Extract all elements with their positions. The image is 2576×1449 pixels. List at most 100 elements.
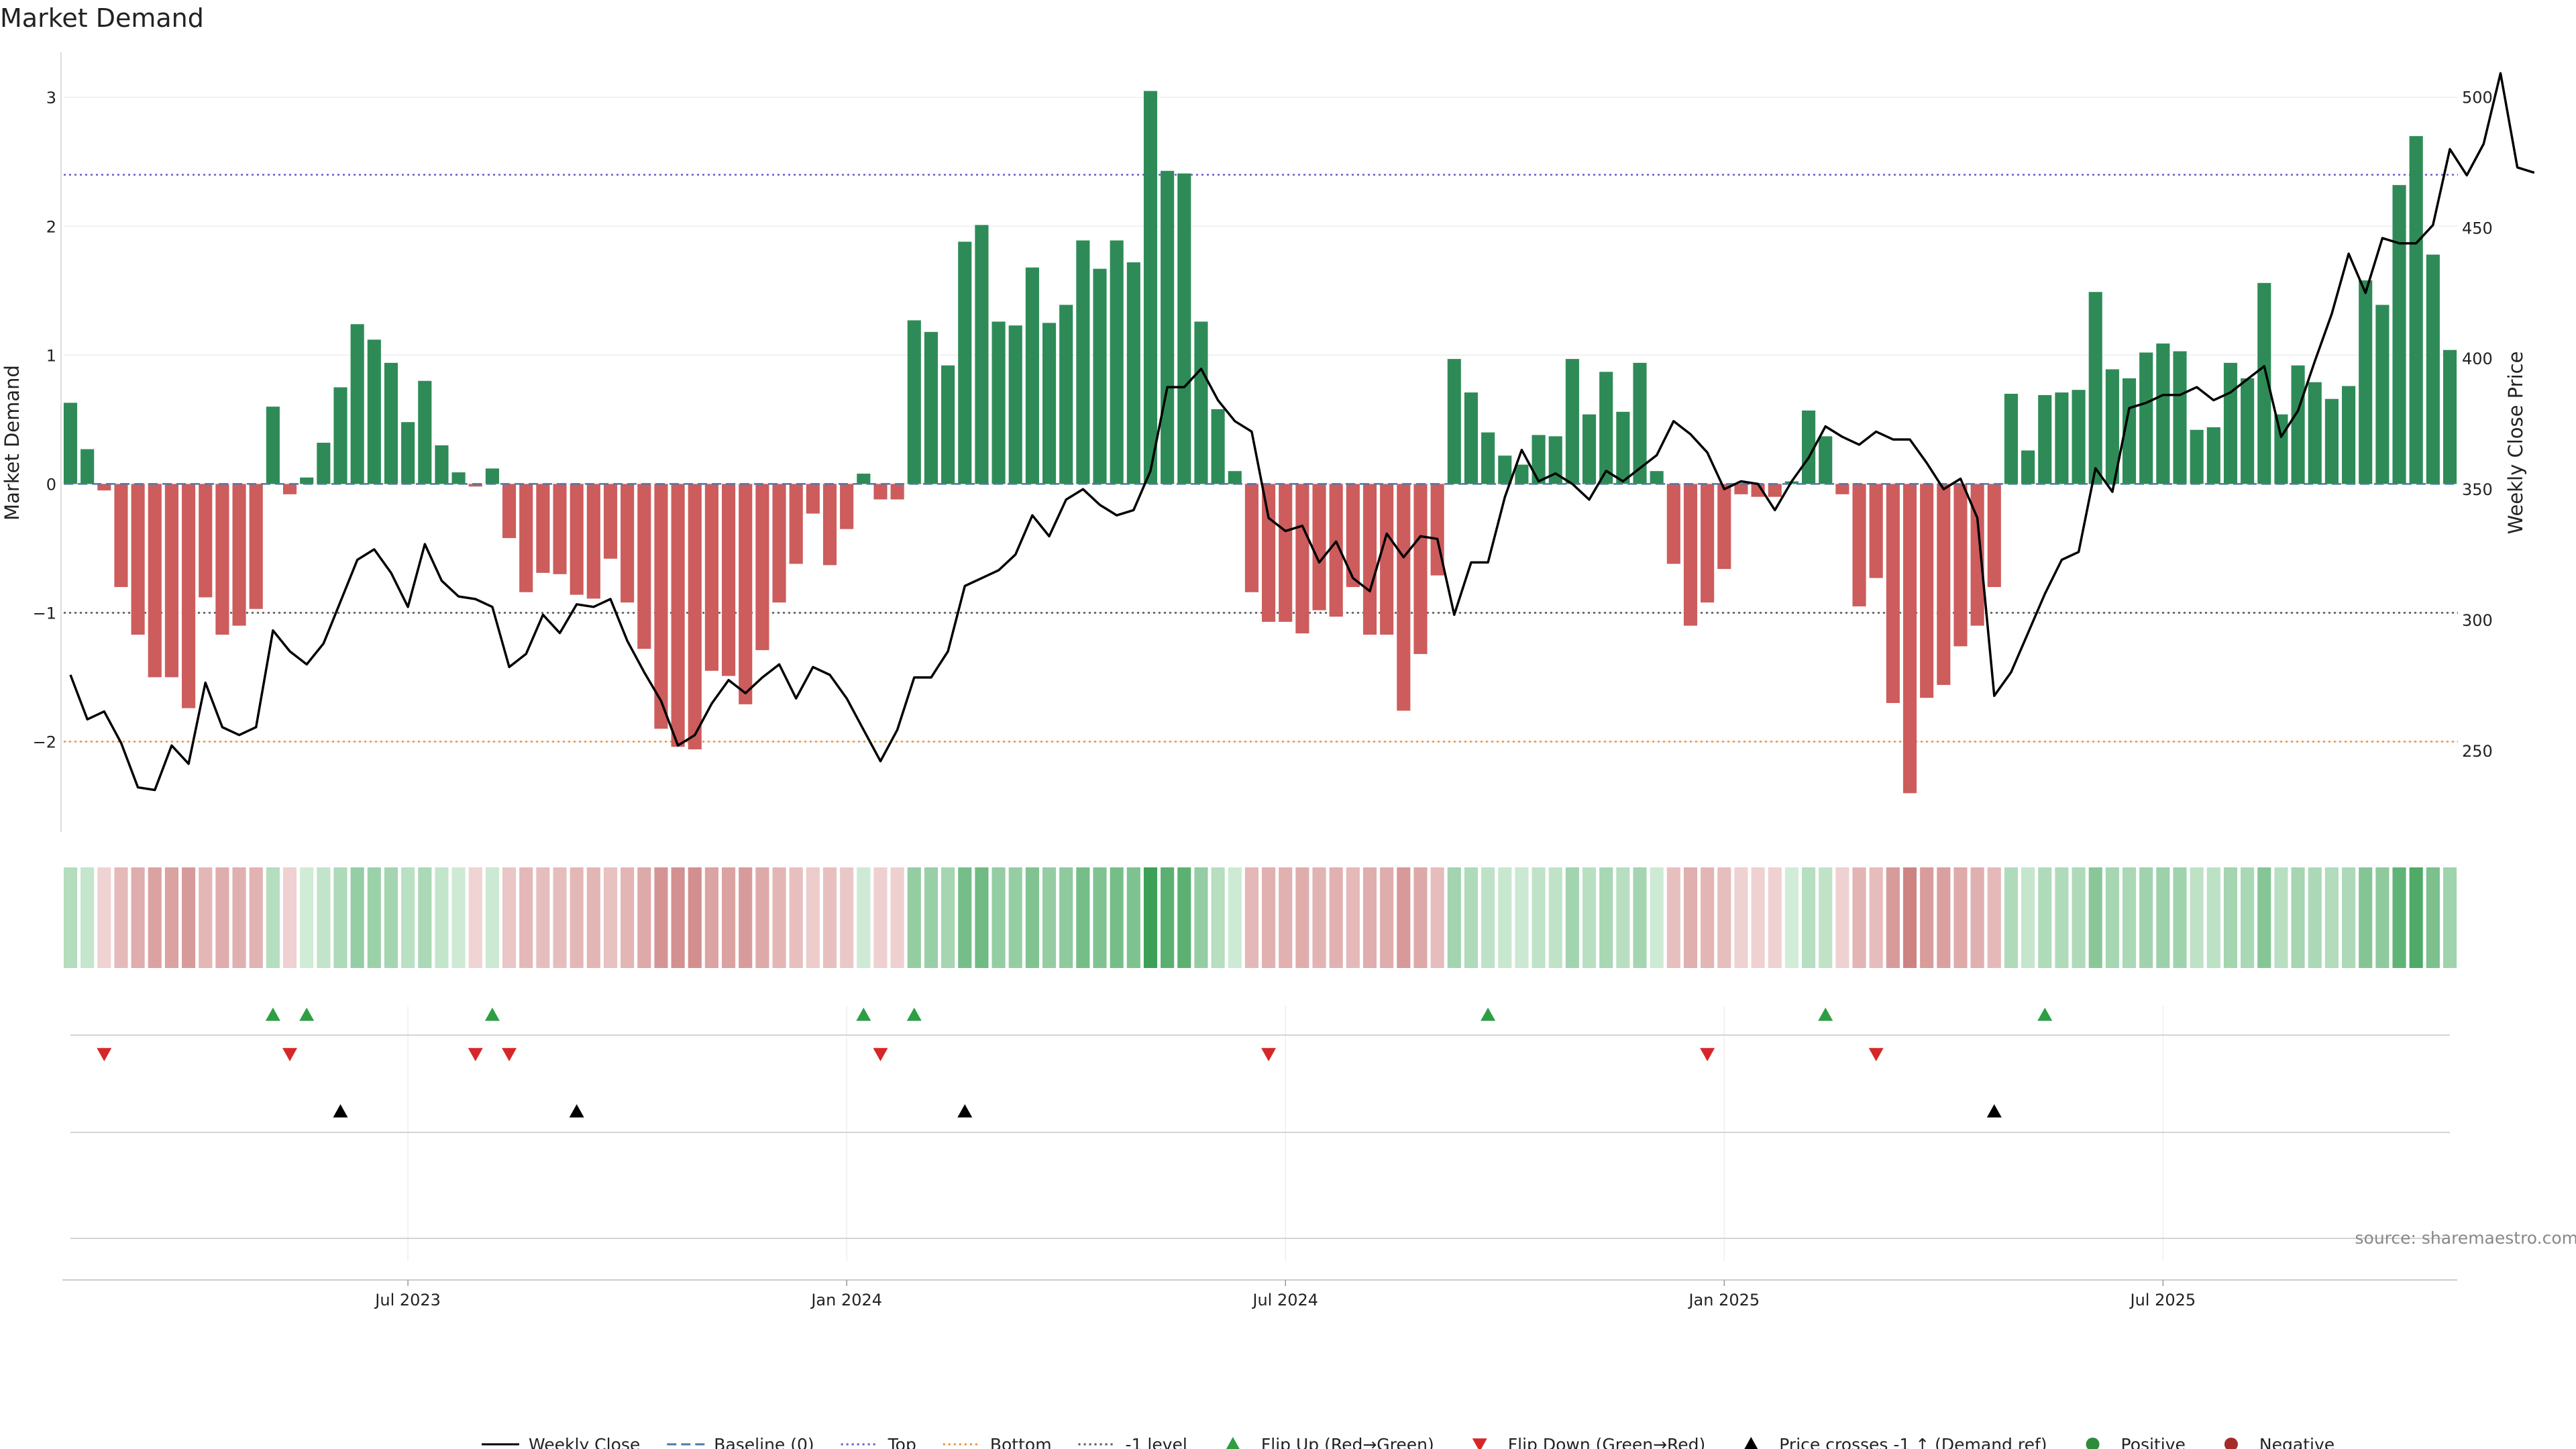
demand-bar [384, 362, 398, 484]
demand-heat-strip [63, 867, 2457, 968]
heat-cell [519, 867, 533, 968]
heat-cell [114, 867, 128, 968]
legend-label: Positive [2121, 1435, 2186, 1449]
heat-cell [1008, 867, 1022, 968]
heat-cell [907, 867, 921, 968]
legend-item: Positive [2086, 1435, 2186, 1449]
heat-cell [80, 867, 95, 968]
demand-bar [1802, 410, 1816, 484]
heat-cell [789, 867, 803, 968]
demand-bar [131, 484, 145, 635]
heat-cell [300, 867, 314, 968]
legend-label: Top [888, 1435, 916, 1449]
demand-bar [232, 484, 246, 626]
price-cross-marker [957, 1104, 973, 1118]
flip-up-marker [1818, 1008, 1833, 1021]
heat-cell [2392, 867, 2406, 968]
heat-cell [2206, 867, 2220, 968]
demand-bar [873, 484, 888, 500]
heat-cell [2291, 867, 2305, 968]
demand-bar [350, 324, 364, 484]
left-tick-label: −2 [33, 733, 56, 752]
heat-cell [1430, 867, 1444, 968]
heat-cell [485, 867, 499, 968]
heat-cell [1515, 867, 1529, 968]
heat-cell [97, 867, 111, 968]
heat-cell [1953, 867, 1968, 968]
flip-up-marker [856, 1008, 871, 1021]
price-cross-markers [333, 1104, 2002, 1118]
demand-bar [1025, 267, 1039, 484]
demand-bar [1920, 484, 1934, 698]
demand-bar [2206, 427, 2220, 484]
heat-cell [1279, 867, 1293, 968]
demand-bar [435, 445, 449, 484]
demand-bar [1008, 325, 1022, 484]
heat-cell [1413, 867, 1428, 968]
heat-cell [1177, 867, 1191, 968]
demand-bar [1346, 484, 1360, 588]
demand-bar [1228, 471, 1242, 484]
heat-cell [586, 867, 600, 968]
heat-cell [2055, 867, 2069, 968]
demand-bar [2173, 351, 2187, 484]
heat-cell [755, 867, 769, 968]
demand-bar [1835, 484, 1849, 494]
chart-legend: Weekly Close Baseline (0) Top Bottom -1 leve… [482, 1435, 2334, 1449]
heat-cell [1869, 867, 1883, 968]
demand-bar [451, 472, 466, 484]
heat-cell [2156, 867, 2170, 968]
flip-up-marker [299, 1008, 315, 1021]
demand-bar [2241, 378, 2255, 484]
heat-cell [2308, 867, 2322, 968]
right-tick-label: 250 [2462, 742, 2493, 761]
heat-cell [2359, 867, 2373, 968]
heat-cell [350, 867, 364, 968]
x-tick-label: Jan 2025 [1687, 1291, 1760, 1309]
demand-bar [789, 484, 803, 564]
reference-lines [64, 174, 2458, 743]
legend-label: Flip Up (Red→Green) [1261, 1435, 1434, 1449]
demand-bar [1717, 484, 1731, 570]
demand-bar [2257, 282, 2271, 484]
demand-bar [1110, 240, 1124, 484]
x-tick-label: Jul 2024 [1251, 1291, 1318, 1309]
demand-bar [97, 484, 111, 491]
flip-down-marker [282, 1048, 298, 1061]
heat-cell [1852, 867, 1866, 968]
demand-bar [2004, 393, 2019, 484]
heat-cell [553, 867, 567, 968]
heat-cell [671, 867, 685, 968]
demand-bar [2156, 343, 2170, 484]
demand-bar [1312, 484, 1326, 610]
heat-cell [1666, 867, 1680, 968]
heat-cell [1683, 867, 1698, 968]
demand-bar [2105, 369, 2119, 484]
heat-cell [2105, 867, 2119, 968]
demand-bar [1042, 323, 1057, 484]
heat-cell [1970, 867, 1984, 968]
heat-cell [1194, 867, 1208, 968]
flip-up-marker [265, 1008, 280, 1021]
left-tick-label: 0 [46, 475, 56, 494]
legend-item: Price crosses -1 ↑ (Demand ref) [1744, 1435, 2047, 1449]
demand-bar [1987, 484, 2001, 588]
x-tick-label: Jul 2025 [2129, 1291, 2196, 1309]
heat-cell [2173, 867, 2187, 968]
legend-label: Baseline (0) [714, 1435, 814, 1449]
flip-down-marker [873, 1048, 888, 1061]
demand-bar [80, 449, 95, 484]
heat-cell [148, 867, 162, 968]
heat-cell [1110, 867, 1124, 968]
weekly-close-line [69, 72, 2535, 792]
demand-bar [991, 321, 1006, 484]
lower-vertical-grid [407, 1006, 2164, 1261]
demand-bar [468, 484, 482, 487]
heat-cell [637, 867, 651, 968]
heat-cell [2021, 867, 2035, 968]
demand-bar [722, 484, 736, 676]
x-axis-ticks: Jul 2023 Jan 2024 Jul 2024 Jan 2025 Jul 2025 [374, 1280, 2196, 1309]
demand-bar [63, 402, 78, 484]
demand-bar [2392, 184, 2406, 484]
flip-down-marker [502, 1048, 517, 1061]
